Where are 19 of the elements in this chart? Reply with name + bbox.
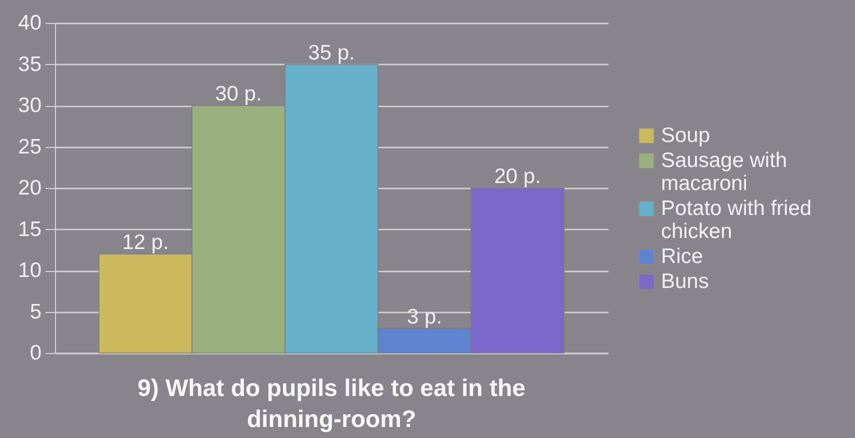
y-tick-label: 0	[30, 342, 42, 364]
text: 9) What do pupils like to eat in the dinning-room?	[137, 375, 526, 433]
y-tick-label: 5	[30, 300, 42, 324]
y-tick-label: 20	[18, 176, 42, 200]
legend-label: Buns	[661, 270, 709, 293]
y-tick-label: 15	[18, 218, 42, 241]
y-tick-label: 35	[18, 52, 42, 76]
legend-label: Soup	[661, 124, 710, 147]
data-label: 12 p.	[122, 231, 169, 254]
data-label: 35 p.	[308, 41, 355, 64]
legend-label: Rice	[661, 244, 704, 268]
legend-label: Potato with fried chicken	[661, 196, 812, 243]
y-tick-label: 25	[18, 135, 42, 158]
y-tick-label: 30	[18, 94, 42, 117]
data-label: 20 p.	[494, 165, 541, 188]
legend-label: Sausage with macaroni	[661, 148, 788, 195]
y-tick-label: 10	[18, 259, 42, 282]
data-label: 30 p.	[215, 82, 262, 106]
y-tick-label: 40	[18, 12, 42, 34]
